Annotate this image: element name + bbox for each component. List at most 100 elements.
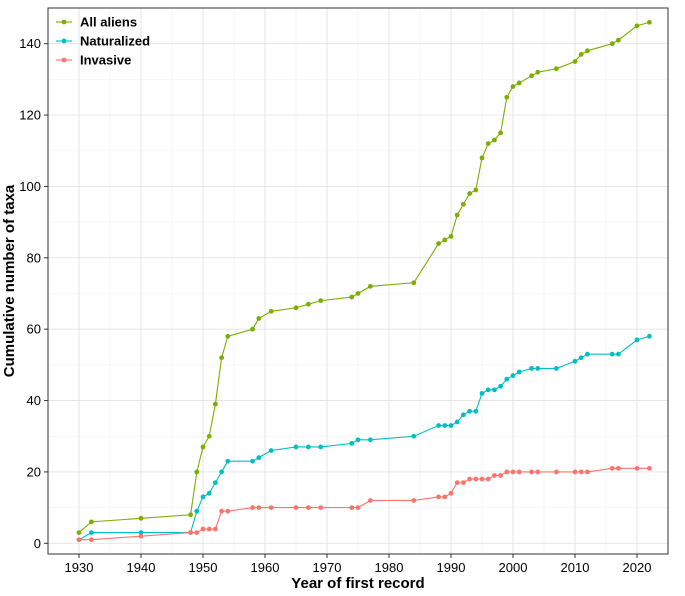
x-tick-label: 1990 [437,560,466,575]
data-point-naturalized [492,387,497,393]
data-point-all-aliens [188,512,194,518]
data-point-naturalized [411,433,417,439]
data-point-naturalized [572,358,578,364]
data-point-all-aliens [461,201,466,207]
data-point-naturalized [213,480,218,486]
y-tick-label: 100 [19,179,41,194]
x-axis: 1930 1940 1950 1960 1970 1980 1990 2000 2010 2020 [65,554,652,575]
y-axis: 0 20 40 60 80 100 120 140 [19,36,48,551]
data-point-naturalized [250,458,256,464]
data-point-invasive [306,505,311,511]
data-point-naturalized [485,387,491,393]
data-point-naturalized [318,444,324,450]
data-point-naturalized [529,366,534,371]
data-point-naturalized [516,369,522,375]
data-point-all-aliens [647,19,652,25]
data-point-all-aliens [572,59,578,64]
data-point-invasive [256,505,262,511]
legend-point-key [61,57,67,63]
data-point-invasive [411,498,417,503]
data-point-invasive [225,508,231,514]
data-point-naturalized [510,373,516,378]
data-point-invasive [616,465,621,471]
data-point-invasive [200,526,206,532]
data-point-naturalized [448,423,454,428]
data-point-naturalized [219,469,225,475]
data-point-invasive [504,469,510,475]
data-point-naturalized [479,391,485,396]
data-point-all-aliens [256,316,262,321]
data-point-invasive [349,505,355,511]
x-tick-label: 1940 [127,560,156,575]
data-point-all-aliens [138,515,144,521]
data-point-invasive [188,530,194,535]
x-tick-label: 2020 [623,560,652,575]
data-point-all-aliens [448,233,454,239]
x-tick-label: 1950 [189,560,218,575]
data-point-all-aliens [554,66,559,72]
data-point-invasive [572,469,578,475]
data-point-all-aliens [194,469,200,475]
data-point-invasive [554,469,559,475]
data-point-all-aliens [634,23,640,29]
data-point-invasive [609,465,615,471]
data-point-naturalized [461,412,466,418]
data-point-naturalized [206,490,212,496]
data-point-naturalized [473,408,479,414]
data-point-invasive [76,537,82,543]
data-point-all-aliens [479,155,485,161]
data-point-naturalized [454,419,460,425]
data-point-invasive [318,505,324,511]
series-line-all-aliens [78,21,650,534]
data-point-invasive [585,469,590,475]
data-point-naturalized [634,337,640,343]
plot-panel-border [47,7,669,555]
legend-point-key [61,19,67,25]
data-point-naturalized [194,508,200,514]
data-point-all-aliens [510,84,516,89]
data-point-naturalized [306,444,311,450]
data-point-all-aliens [219,355,225,361]
data-point-all-aliens [306,301,311,307]
data-point-naturalized [616,351,621,357]
data-point-all-aliens [585,48,590,54]
data-point-naturalized [585,351,590,357]
data-point-naturalized [504,376,510,382]
data-point-all-aliens [411,280,417,286]
y-tick-label: 0 [34,536,41,551]
data-point-all-aliens [616,37,621,43]
data-point-naturalized [349,440,355,446]
y-tick-label: 20 [27,464,41,479]
data-point-invasive [138,533,144,539]
data-point-all-aliens [206,433,212,439]
data-point-naturalized [89,530,94,535]
series-layer [76,19,652,543]
data-point-all-aliens [89,519,94,525]
legend: All aliens Naturalized Invasive [56,15,150,68]
legend-label: Naturalized [80,34,150,49]
x-tick-label: 2000 [499,560,528,575]
data-point-naturalized [554,366,559,371]
data-point-invasive [268,505,274,511]
data-point-naturalized [498,383,503,389]
data-point-naturalized [609,351,615,357]
x-tick-label: 1970 [313,560,342,575]
data-point-invasive [368,498,373,503]
data-point-naturalized [467,408,472,414]
legend-item-invasive: Invasive [56,53,131,68]
data-point-all-aliens [355,291,361,296]
y-tick-label: 120 [19,108,41,123]
data-point-all-aliens [213,401,218,407]
x-tick-label: 1980 [375,560,404,575]
data-point-all-aliens [529,73,534,79]
data-point-invasive [436,494,441,500]
series-line-invasive [79,467,650,541]
data-point-all-aliens [368,283,373,289]
data-point-invasive [498,473,503,478]
data-point-all-aliens [609,41,615,47]
data-point-invasive [206,526,212,532]
data-point-invasive [510,469,516,475]
data-point-all-aliens [250,326,256,332]
data-point-all-aliens [516,80,522,86]
